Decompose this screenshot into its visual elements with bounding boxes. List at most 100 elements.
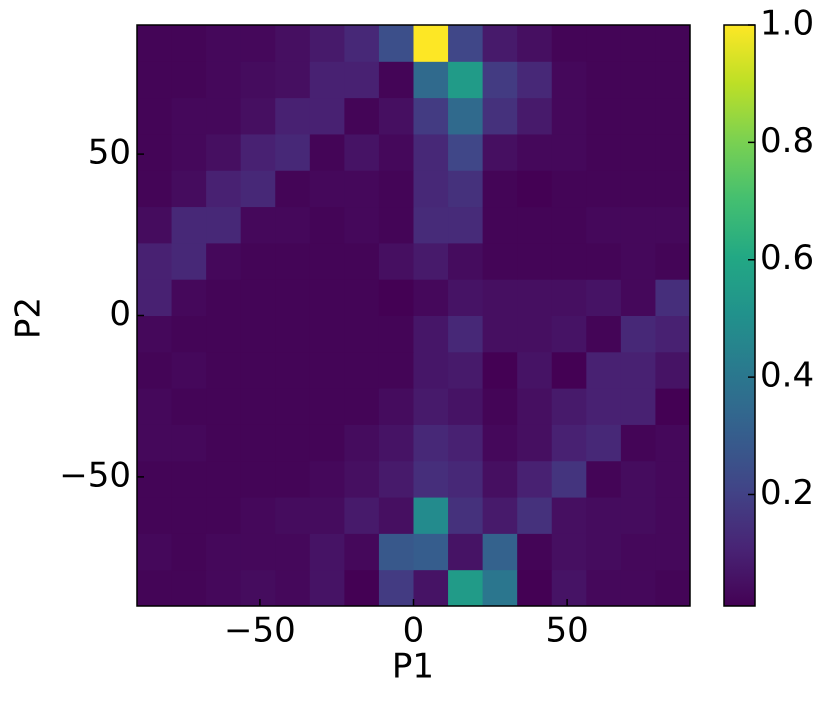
heatmap-cell (655, 569, 691, 607)
heatmap-cell (517, 279, 553, 316)
heatmap-cell (206, 424, 242, 462)
heatmap-cell (378, 206, 414, 244)
heatmap-cell (171, 170, 207, 208)
heatmap-cell (137, 569, 173, 607)
heatmap-cell (517, 97, 553, 135)
heatmap-cell (275, 170, 311, 208)
heatmap-cell (206, 133, 242, 171)
heatmap-cell (137, 351, 173, 389)
heatmap-cell (344, 569, 380, 607)
heatmap-cell (482, 497, 518, 534)
heatmap-cell (620, 170, 656, 208)
heatmap-cell (309, 25, 345, 62)
heatmap-cell (551, 533, 587, 571)
heatmap-cell (586, 133, 622, 171)
heatmap-cell (620, 61, 656, 99)
heatmap-cell (551, 170, 587, 208)
heatmap-cell (206, 388, 242, 425)
heatmap-cell (482, 170, 518, 208)
heatmap-cell (137, 497, 173, 534)
heatmap-cell (137, 315, 173, 353)
heatmap-cell (413, 424, 449, 462)
heatmap-cell (378, 242, 414, 280)
heatmap-cell (586, 170, 622, 208)
heatmap-cell (413, 61, 449, 99)
heatmap-cell (344, 388, 380, 425)
heatmap-cell (206, 569, 242, 607)
heatmap-cell (482, 569, 518, 607)
heatmap-cell (620, 279, 656, 316)
heatmap-cell (171, 388, 207, 425)
heatmap-cell (206, 279, 242, 316)
heatmap-cell (551, 315, 587, 353)
heatmap-cell (517, 497, 553, 534)
heatmap-cell (309, 533, 345, 571)
heatmap-cell (586, 61, 622, 99)
heatmap-cell (137, 97, 173, 135)
heatmap-cell (206, 242, 242, 280)
heatmap-cell (448, 61, 484, 99)
heatmap-cell (378, 315, 414, 353)
heatmap-cell (517, 569, 553, 607)
heatmap-cell (482, 315, 518, 353)
heatmap-cell (482, 61, 518, 99)
heatmap-cell (551, 97, 587, 135)
heatmap-cell (620, 242, 656, 280)
heatmap-cell (240, 242, 276, 280)
x-tick-label: −50 (224, 611, 296, 651)
heatmap-cell (137, 279, 173, 316)
heatmap-cell (448, 424, 484, 462)
heatmap-cell (275, 25, 311, 62)
heatmap-cell (344, 424, 380, 462)
heatmap-cell (275, 460, 311, 498)
heatmap-cell (309, 61, 345, 99)
heatmap-cell (137, 388, 173, 425)
heatmap-cell (240, 533, 276, 571)
heatmap-cell (240, 133, 276, 171)
heatmap-cell (137, 242, 173, 280)
heatmap-cell (275, 388, 311, 425)
heatmap-cell (344, 97, 380, 135)
heatmap-cell (413, 351, 449, 389)
heatmap-cell (240, 170, 276, 208)
heatmap-cell (620, 460, 656, 498)
heatmap-cell (448, 25, 484, 62)
heatmap-cell (448, 97, 484, 135)
heatmap-cell (482, 206, 518, 244)
heatmap-cell (240, 460, 276, 498)
heatmap-cell (240, 424, 276, 462)
y-tick-label: 0 (109, 294, 131, 334)
heatmap-cell (378, 351, 414, 389)
heatmap-cell (309, 279, 345, 316)
heatmap-cell (620, 315, 656, 353)
heatmap-cell (448, 206, 484, 244)
heatmap-cell (482, 388, 518, 425)
heatmap-cell (206, 315, 242, 353)
heatmap-cell (378, 279, 414, 316)
heatmap-cell (413, 315, 449, 353)
heatmap-cell (620, 569, 656, 607)
heatmap-cell (275, 497, 311, 534)
heatmap-cell (551, 206, 587, 244)
heatmap-cell (517, 242, 553, 280)
heatmap-cell (171, 569, 207, 607)
heatmap-cell (448, 279, 484, 316)
heatmap-cell (171, 61, 207, 99)
heatmap-cell (655, 424, 691, 462)
heatmap-cell (448, 315, 484, 353)
heatmap-cell (413, 388, 449, 425)
heatmap-cell (551, 424, 587, 462)
heatmap-cell (309, 170, 345, 208)
heatmap-cell (482, 351, 518, 389)
heatmap-cell (137, 206, 173, 244)
heatmap-cell (378, 25, 414, 62)
heatmap-cell (448, 388, 484, 425)
heatmap-cell (517, 351, 553, 389)
heatmap-cell (482, 133, 518, 171)
x-tick-label: 50 (545, 611, 588, 651)
heatmap-cell (517, 133, 553, 171)
heatmap-cell (309, 315, 345, 353)
heatmap-cell (482, 279, 518, 316)
heatmap-cell (171, 133, 207, 171)
heatmap-cell (448, 497, 484, 534)
